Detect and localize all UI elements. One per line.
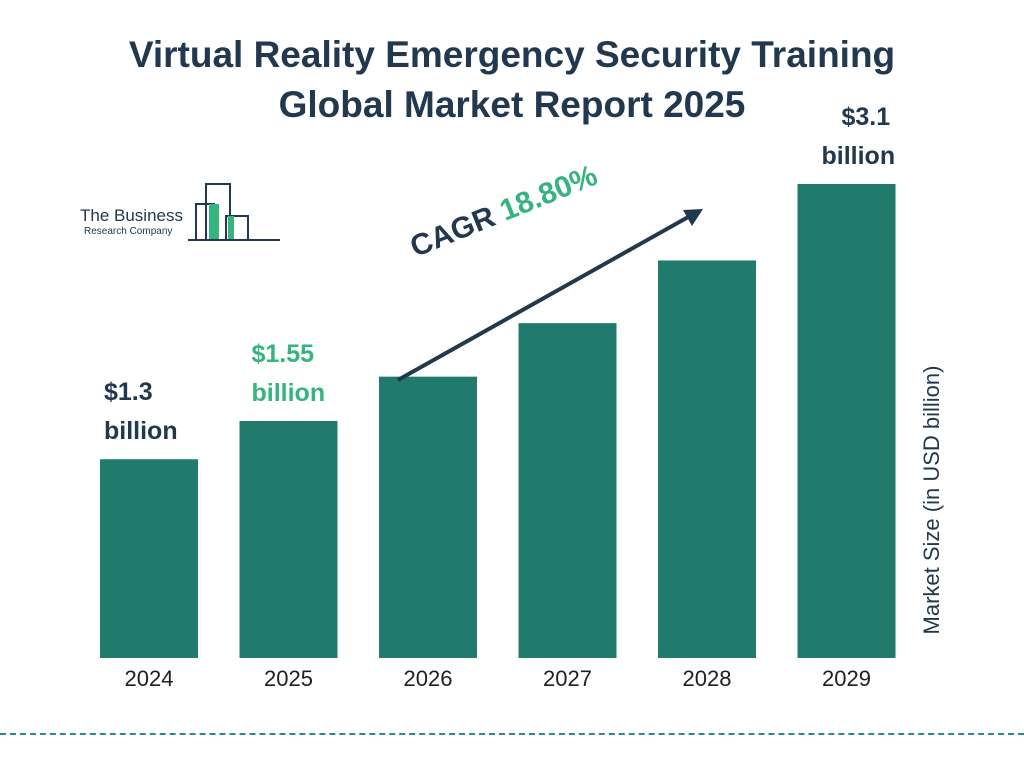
x-tick-2026: 2026 — [403, 666, 453, 691]
data-label-2025: $1.55 billion — [252, 335, 326, 413]
bar-2024 — [100, 459, 198, 658]
bar-2028 — [658, 260, 756, 658]
data-label-2024: $1.3 billion — [104, 373, 178, 451]
title-line-2: Global Market Report 2025 — [278, 84, 746, 125]
x-tick-2028: 2028 — [682, 666, 732, 691]
x-tick-2029: 2029 — [822, 666, 871, 691]
chart-title: Virtual Reality Emergency Security Train… — [0, 30, 1024, 130]
data-label-value: $1.55 — [251, 340, 315, 368]
data-label-value: $3.1 — [841, 103, 891, 131]
x-tick-2027: 2027 — [543, 666, 592, 691]
bars-group — [100, 184, 896, 658]
bar-2029 — [797, 184, 896, 658]
logo-buildings-icon — [188, 183, 280, 241]
y-axis-label: Market Size (in USD billion) — [919, 365, 944, 635]
title-line-1: Virtual Reality Emergency Security Train… — [128, 34, 896, 75]
data-label-value: $1.3 — [104, 378, 153, 407]
bar-2026 — [379, 376, 477, 658]
cagr-arrow — [397, 209, 703, 382]
data-label-unit: billion — [821, 142, 896, 170]
logo-text-primary: The Business — [80, 206, 183, 225]
x-tick-2024: 2024 — [124, 666, 174, 691]
bar-2025 — [239, 421, 338, 658]
arrow-head-icon — [683, 209, 703, 226]
data-label-unit: billion — [104, 417, 178, 446]
bar-2027 — [518, 323, 617, 658]
data-label-2029: $3.1 billion — [822, 98, 896, 176]
logo-text-secondary: Research Company — [84, 226, 173, 237]
x-tick-2025: 2025 — [264, 666, 313, 691]
data-label-unit: billion — [251, 379, 326, 407]
company-logo: The Business Research Company — [76, 178, 286, 248]
bottom-divider — [0, 733, 1024, 735]
